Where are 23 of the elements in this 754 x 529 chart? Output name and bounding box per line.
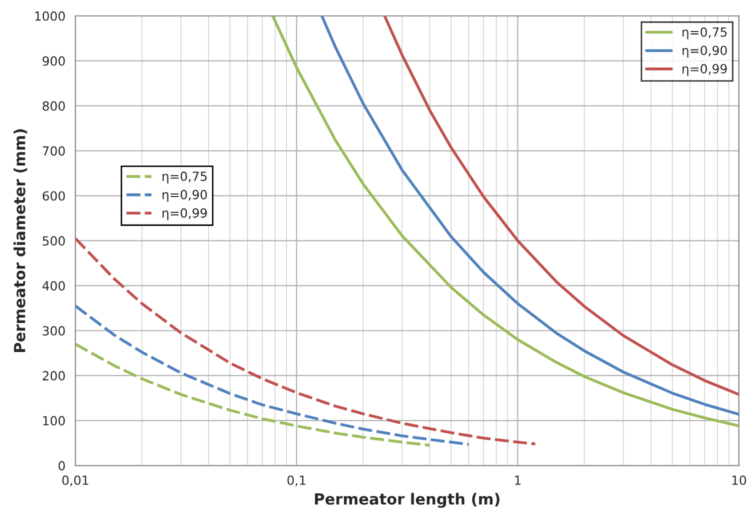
legend-label: η=0,90 (682, 46, 727, 58)
y-tick-label: 500 (42, 236, 65, 246)
legend-label: η=0,75 (682, 27, 727, 40)
legend-label: η=0,75 (162, 172, 207, 184)
y-tick-label: 1000 (35, 11, 65, 21)
y-tick-label: 200 (42, 371, 65, 381)
legend-label: η=0,99 (162, 208, 207, 220)
y-tick-label: 700 (42, 146, 65, 156)
x-tick-label: 1 (515, 476, 521, 485)
x-tick-label: 0,01 (62, 475, 88, 486)
y-axis-title: Permeator diameter (mm) (14, 129, 28, 352)
y-tick-label: 600 (42, 191, 65, 201)
y-tick-label: 100 (43, 416, 65, 426)
y-tick-label: 900 (42, 56, 65, 66)
y-tick-label: 400 (42, 281, 65, 291)
legend-label: η=0,99 (682, 64, 727, 76)
y-tick-label: 800 (42, 101, 65, 111)
x-tick-label: 0,1 (287, 475, 306, 486)
legend-label: η=0,90 (162, 190, 207, 202)
x-axis-title: Permeator length (m) (315, 492, 500, 508)
y-tick-label: 0 (58, 460, 65, 470)
y-tick-label: 300 (42, 326, 65, 336)
x-tick-label: 10 (732, 475, 746, 485)
